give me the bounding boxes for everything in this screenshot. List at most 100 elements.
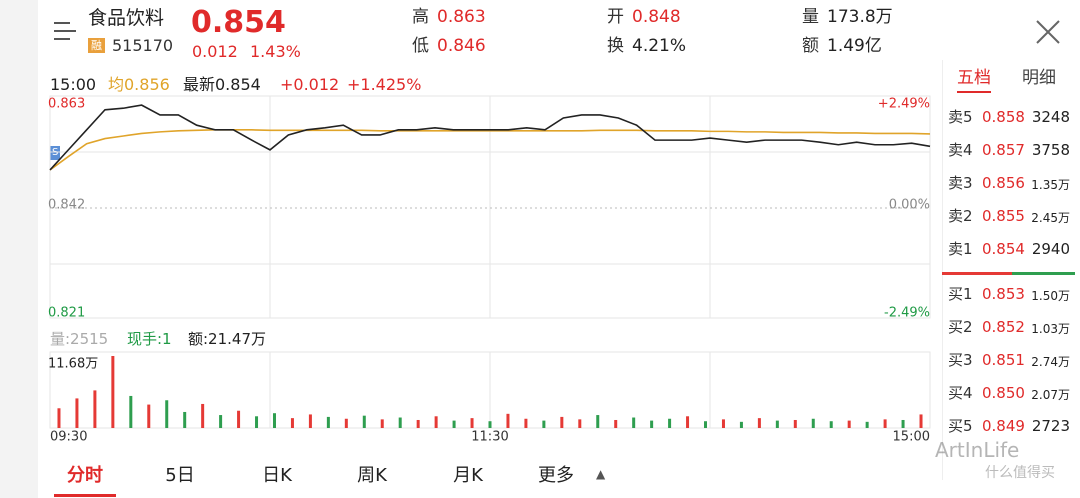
volume-bar: [578, 419, 582, 428]
volume-bar: [344, 418, 348, 428]
volume-bar: [847, 420, 851, 428]
volume-bar: [201, 403, 205, 428]
volume-bar: [362, 415, 366, 428]
book-price: 0.851: [982, 351, 1025, 369]
volume-bar: [632, 417, 636, 428]
charts: 0.863 0.842 0.821 +2.49% 0.00% -2.49% 11.68万 09…: [48, 95, 931, 445]
book-volume: 2.45万: [1031, 211, 1070, 225]
book-price: 0.857: [982, 141, 1025, 159]
volume-bar: [470, 418, 474, 428]
book-volume: 2.74万: [1031, 355, 1070, 369]
bottom-tab[interactable]: 更多: [538, 465, 574, 486]
book-volume: 3248: [1031, 108, 1070, 126]
book-volume: 2940: [1031, 240, 1070, 258]
volume-bar: [739, 421, 743, 428]
volume-bar: [901, 419, 905, 428]
book-label: 买5: [948, 417, 973, 435]
volume-bar: [165, 400, 169, 428]
book-label: 买2: [948, 318, 973, 336]
close-button[interactable]: [1034, 18, 1062, 46]
divider-sell: [942, 272, 1012, 275]
stat-value: 0.848: [632, 7, 681, 27]
volume-bar: [865, 421, 869, 428]
book-label: 卖4: [948, 141, 973, 159]
volume-bar: [452, 420, 456, 428]
change-pct: 1.43%: [250, 42, 301, 61]
volume-bar: [398, 417, 402, 428]
book-price: 0.850: [982, 384, 1025, 402]
y-tick-label: 0.821: [48, 306, 85, 321]
watermark: ArtInLife: [935, 438, 1020, 462]
divider-buy: [1012, 272, 1075, 275]
volume-bar: [793, 419, 797, 428]
volume-bar: [811, 418, 815, 428]
x-tick-label: 09:30: [50, 430, 87, 445]
volume-bar: [434, 416, 438, 428]
volume-bar: [883, 419, 887, 428]
book-volume: 1.35万: [1031, 178, 1070, 192]
volume-bar: [219, 415, 223, 428]
volume-bar: [560, 416, 564, 428]
y2-tick-label: 0.00%: [889, 198, 930, 213]
volume-bar: [668, 418, 672, 428]
volume-bar: [650, 420, 654, 428]
info-change-pct: +1.425%: [347, 75, 422, 94]
book-volume: 1.50万: [1031, 289, 1070, 303]
tab[interactable]: 明细: [1022, 68, 1056, 88]
stat-value: 173.8万: [827, 7, 893, 27]
stat-label: 额: [802, 36, 819, 56]
stat-value: 0.863: [437, 7, 486, 27]
volume-bar: [237, 410, 241, 428]
book-price: 0.849: [982, 417, 1025, 435]
more-arrow: ▲: [596, 467, 606, 481]
menu-icon[interactable]: [52, 20, 78, 42]
volume-bar: [308, 414, 312, 428]
y-tick-label: 0.842: [48, 198, 85, 213]
volume: 量:2515: [50, 330, 109, 348]
order-book: [942, 60, 1080, 480]
volume-bar: [93, 390, 97, 428]
bottom-tab[interactable]: 5日: [165, 465, 195, 486]
y-tick-label: 11.68万: [48, 357, 98, 372]
book-volume: 2723: [1031, 417, 1070, 435]
info-change: +0.012: [280, 75, 340, 94]
volume-bar: [757, 418, 761, 428]
stat-label: 高: [412, 7, 429, 27]
book-price: 0.852: [982, 318, 1025, 336]
amount: 额:21.47万: [188, 330, 266, 348]
hand: 现手:1: [127, 330, 172, 348]
book-price: 0.854: [982, 240, 1025, 258]
bottom-tab[interactable]: 月K: [453, 465, 483, 486]
tab-underline: [54, 494, 116, 497]
stat-value: 0.846: [437, 36, 486, 56]
volume-bar: [272, 413, 276, 428]
watermark: 什么值得买: [985, 465, 1055, 481]
stat-label: 换: [607, 36, 624, 56]
bottom-tab[interactable]: 分时: [67, 465, 103, 486]
tab[interactable]: 五档: [957, 70, 991, 93]
book-label: 卖5: [948, 108, 973, 126]
bottom-tab[interactable]: 周K: [357, 465, 387, 486]
stat-label: 量: [802, 7, 819, 27]
x-tick-label: 11:30: [471, 430, 508, 445]
book-volume: 2.07万: [1031, 388, 1070, 402]
volume-bar: [775, 420, 779, 428]
volume-bar: [111, 356, 115, 428]
volume-bar: [919, 414, 923, 428]
volume-bar: [57, 408, 61, 428]
time: 15:00: [50, 75, 97, 94]
stat-label: 低: [412, 36, 429, 56]
book-label: 卖1: [948, 240, 973, 258]
volume-bar: [290, 418, 294, 428]
book-label: 买4: [948, 384, 973, 402]
price: 0.854: [191, 5, 286, 40]
avg: 均0.856: [108, 75, 170, 94]
volume-bar: [614, 419, 618, 428]
bottom-tab[interactable]: 日K: [262, 465, 292, 486]
book-price: 0.855: [982, 207, 1025, 225]
y-tick-label: 0.863: [48, 97, 85, 112]
volume-bar: [380, 419, 384, 428]
volume-bar: [829, 421, 833, 428]
book-label: 卖2: [948, 207, 973, 225]
